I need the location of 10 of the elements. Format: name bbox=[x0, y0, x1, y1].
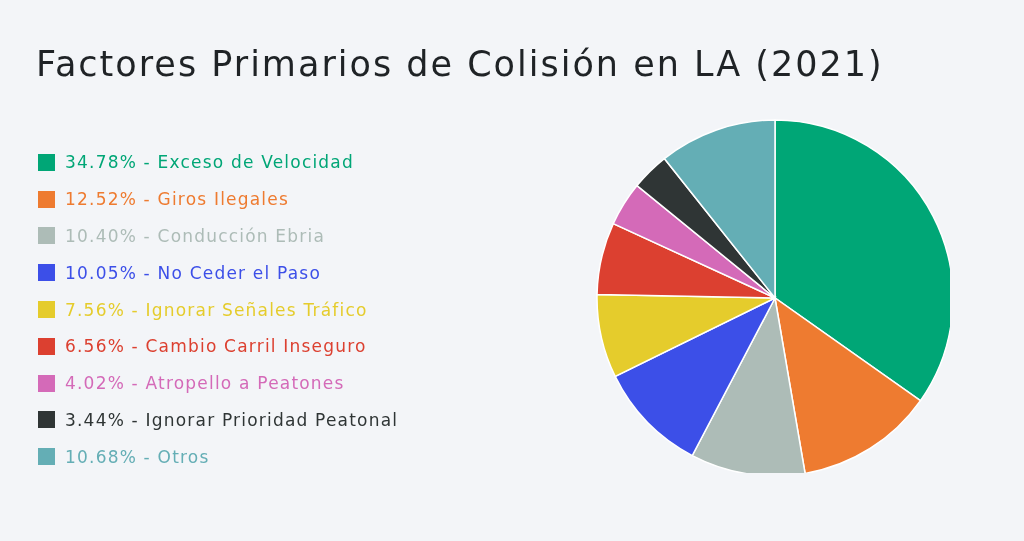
chart-title: Factores Primarios de Colisión en LA (2021) bbox=[36, 44, 884, 84]
legend-label: 6.56% - Cambio Carril Inseguro bbox=[65, 336, 367, 357]
legend-label: 4.02% - Atropello a Peatones bbox=[65, 373, 345, 394]
legend-label: 10.68% - Otros bbox=[65, 446, 210, 467]
legend-label: 3.44% - Ignorar Prioridad Peatonal bbox=[65, 409, 399, 430]
legend-label: 34.78% - Exceso de Velocidad bbox=[65, 152, 354, 173]
legend-label: 10.40% - Conducción Ebria bbox=[65, 225, 326, 246]
legend-label: 7.56% - Ignorar Señales Tráfico bbox=[65, 299, 368, 320]
legend-label: 10.05% - No Ceder el Paso bbox=[65, 262, 322, 283]
legend-label: 12.52% - Giros Ilegales bbox=[65, 189, 289, 210]
